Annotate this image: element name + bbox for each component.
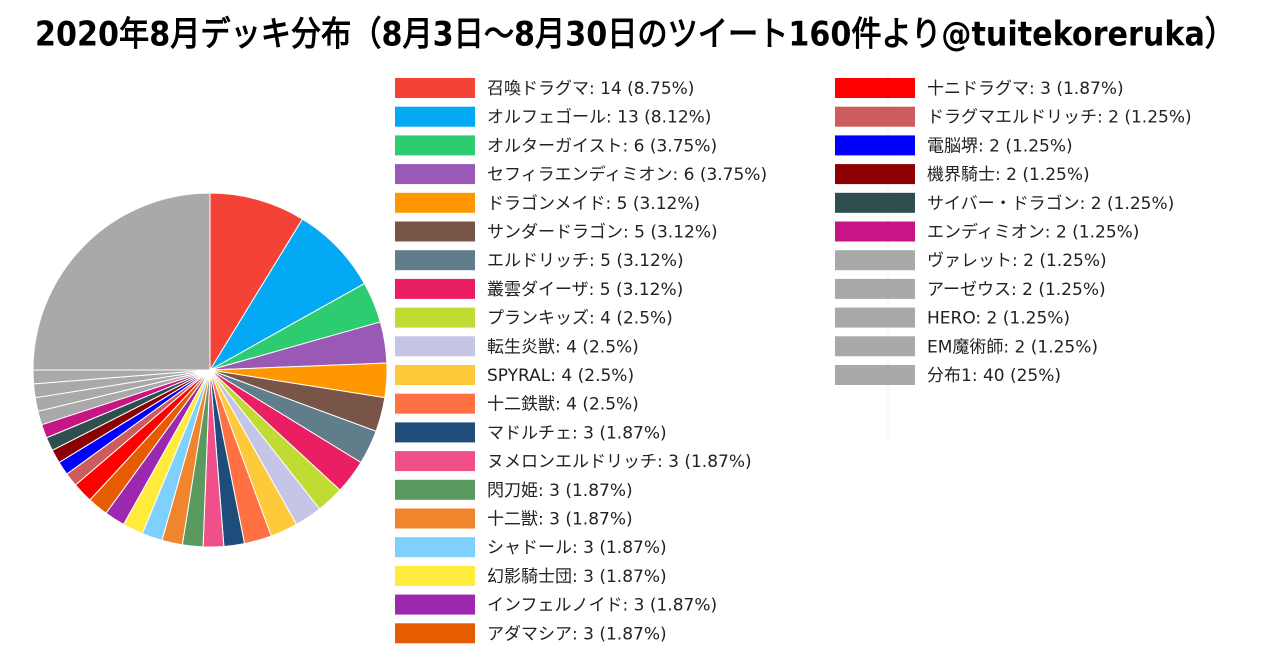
legend-swatch [835,106,915,127]
legend-swatch [835,221,915,242]
legend-swatch [395,78,475,98]
legend-label: マドルチェ: 3 (1.87%) [487,423,667,443]
legend-swatch [835,135,915,156]
legend-swatch [395,336,475,357]
pie-slice [32,192,211,371]
legend-label: プランキッズ: 4 (2.5%) [487,309,673,329]
legend-swatch [835,78,915,98]
legend-swatch [395,451,475,472]
pie-slice [208,218,366,372]
legend-label: 分布1: 40 (25%) [927,366,1061,386]
legend-label: オルターガイスト: 6 (3.75%) [487,136,717,156]
legend-swatch [835,307,915,328]
legend-label: 電脳堺: 2 (1.25%) [927,136,1073,156]
legend-swatch [395,250,475,271]
legend-label: アーゼウス: 2 (1.25%) [927,280,1106,300]
legend-label: アダマシア: 3 (1.87%) [487,624,667,644]
legend-label: SPYRAL: 4 (2.5%) [487,366,634,386]
legend-label: 閃刀姫: 3 (1.87%) [487,481,633,501]
legend-label: オルフェゴール: 13 (8.12%) [487,107,711,128]
legend-swatch [395,537,475,558]
legend-label: エルドリッチ: 5 (3.12%) [487,251,684,271]
legend-swatch [395,365,475,385]
legend-swatch [395,479,475,500]
legend-label: 転生炎獣: 4 (2.5%) [487,337,639,357]
legend-label: 召喚ドラグマ: 14 (8.75%) [487,79,694,99]
legend-swatch [395,278,475,299]
legend-label: 十ニドラグマ: 3 (1.87%) [927,79,1124,99]
legend-swatch [395,565,475,586]
chart-title: 2020年8月デッキ分布（8月3日～8月30日のツイート160件より@tuite… [35,15,1235,55]
pie-slice [209,192,304,372]
legend-swatch [395,135,475,156]
legend-label: ヴァレット: 2 (1.25%) [927,251,1107,271]
legend-swatch [395,307,475,328]
legend-label: ドラグマエルドリッチ: 2 (1.25%) [927,108,1192,128]
legend-swatch [835,336,915,357]
legend-label: シャドール: 3 (1.87%) [487,538,667,558]
legend-swatch [835,164,915,185]
legend-swatch [395,164,475,185]
legend-label: 十二鉄獣: 4 (2.5%) [487,395,639,415]
legend-label: HERO: 2 (1.25%) [927,309,1070,329]
legend-label: サンダードラゴン: 5 (3.12%) [487,222,718,243]
legend-swatch [395,623,475,644]
legend-label: 叢雲ダイーザ: 5 (3.12%) [487,280,683,300]
legend-swatch [395,192,475,213]
legend-swatch [395,221,475,242]
legend-label: インフェルノイド: 3 (1.87%) [487,596,717,616]
legend-label: 機界騎士: 2 (1.25%) [927,165,1090,185]
legend-label: エンディミオン: 2 (1.25%) [927,222,1139,243]
legend-swatch [395,393,475,414]
legend-label: セフィラエンディミオン: 6 (3.75%) [487,164,767,185]
legend-label: 幻影騎士団: 3 (1.87%) [487,567,667,587]
legend-swatch [395,594,475,615]
legend-swatch [395,422,475,443]
legend-swatch [835,192,915,213]
legend-swatch [835,278,915,299]
legend-swatch [835,365,915,385]
legend-label: ヌメロンエルドリッチ: 3 (1.87%) [487,452,752,472]
legend-swatch [395,106,475,127]
legend-label: ドラゴンメイド: 5 (3.12%) [487,193,700,214]
legend-label: サイバー・ドラゴン: 2 (1.25%) [927,193,1174,214]
legend-swatch [835,250,915,271]
legend-swatch [395,508,475,529]
legend-label: 十二獣: 3 (1.87%) [487,510,633,530]
legend-label: EM魔術師: 2 (1.25%) [927,337,1098,357]
